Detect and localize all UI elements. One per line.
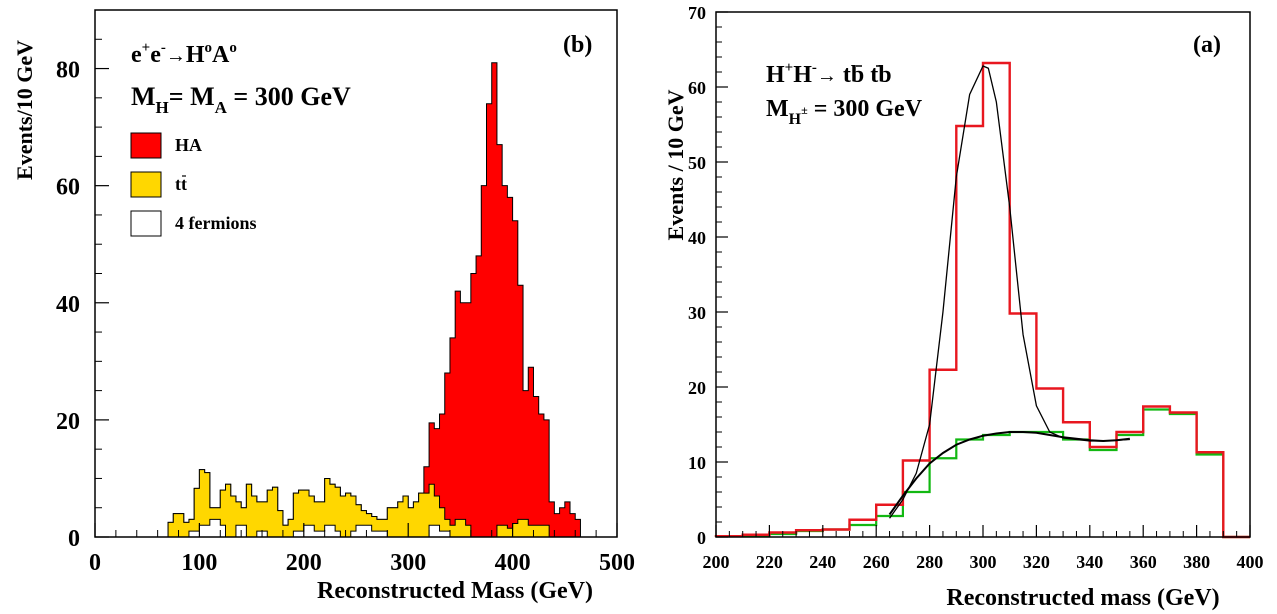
right-x-tick-label: 300 bbox=[970, 552, 997, 572]
right-y-tick-label: 50 bbox=[688, 153, 706, 173]
right-chart: 200 220 240 260 280 300 320 340 360 380 400 0 10 20 30… bbox=[663, 3, 1264, 611]
right-process-label: H+H-→ tb tb bbox=[766, 60, 892, 88]
right-x-tick-label: 200 bbox=[703, 552, 730, 572]
left-y-tick-label: 40 bbox=[56, 292, 80, 318]
fit-curve-background bbox=[888, 431, 1130, 516]
left-panel-label: (b) bbox=[563, 32, 592, 58]
histogram-ha bbox=[167, 62, 586, 538]
right-y-tick-label: 20 bbox=[688, 378, 706, 398]
right-x-tick-label: 320 bbox=[1023, 552, 1050, 572]
right-x-tick-label: 220 bbox=[756, 552, 783, 572]
right-y-tick-label: 40 bbox=[688, 228, 706, 248]
right-x-tick-label: 380 bbox=[1183, 552, 1210, 572]
right-y-axis-label: Events / 10 GeV bbox=[663, 89, 688, 240]
left-histograms bbox=[167, 62, 586, 538]
left-mass-label: MH= MA = 300 GeV bbox=[131, 82, 351, 117]
left-y-tick-label: 20 bbox=[56, 409, 80, 435]
histogram-tt bbox=[167, 469, 586, 538]
left-x-tick-label: 300 bbox=[390, 550, 426, 576]
legend-label-4-fermions: 4 fermions bbox=[175, 213, 256, 233]
right-x-tick-label: 260 bbox=[863, 552, 890, 572]
right-y-tick-label: 10 bbox=[688, 453, 706, 473]
right-y-tick-label: 70 bbox=[688, 3, 706, 23]
histogram-background bbox=[714, 408, 1250, 539]
right-x-tick-label: 340 bbox=[1076, 552, 1103, 572]
left-x-tick-label: 0 bbox=[89, 550, 101, 576]
right-x-axis-label: Reconstructed mass (GeV) bbox=[946, 585, 1219, 611]
right-y-tick-label: 0 bbox=[697, 528, 706, 548]
right-x-tick-label: 400 bbox=[1237, 552, 1264, 572]
left-legend: HA tt 4 fermions bbox=[130, 132, 256, 237]
right-y-tick-label: 60 bbox=[688, 78, 706, 98]
legend-label-ha: HA bbox=[175, 135, 202, 155]
legend-swatch-tt bbox=[130, 171, 162, 198]
legend-label-tt: tt bbox=[175, 174, 187, 194]
right-x-tick-label: 280 bbox=[916, 552, 943, 572]
left-process-label: e+e-→HoAo bbox=[131, 40, 237, 68]
left-y-tick-label: 0 bbox=[68, 526, 80, 552]
left-axis-ticks: 0 100 200 300 400 500 0 20 40 60 80 bbox=[56, 9, 635, 576]
left-x-tick-label: 100 bbox=[181, 550, 217, 576]
right-x-tick-label: 240 bbox=[809, 552, 836, 572]
right-x-tick-label: 360 bbox=[1130, 552, 1157, 572]
right-panel-label: (a) bbox=[1193, 32, 1221, 58]
legend-swatch-4-fermions bbox=[130, 210, 162, 237]
right-histograms bbox=[714, 61, 1250, 539]
right-y-tick-label: 30 bbox=[688, 303, 706, 323]
left-x-tick-label: 200 bbox=[286, 550, 322, 576]
histogram-signal bbox=[714, 61, 1250, 539]
right-mass-label: MH± = 300 GeV bbox=[766, 96, 923, 128]
left-x-axis-label: Reconstructed Mass (GeV) bbox=[317, 578, 593, 604]
left-y-tick-label: 60 bbox=[56, 175, 80, 201]
left-x-tick-label: 400 bbox=[495, 550, 531, 576]
left-x-tick-label: 500 bbox=[599, 550, 635, 576]
left-y-tick-label: 80 bbox=[56, 58, 80, 84]
left-chart: 0 100 200 300 400 500 0 20 40 60 80 HA tt 4 fermio… bbox=[12, 9, 635, 604]
left-y-axis-label: Events/10 GeV bbox=[12, 40, 37, 180]
right-axis-ticks: 200 220 240 260 280 300 320 340 360 380 400 0 10 20 30… bbox=[688, 3, 1264, 572]
legend-swatch-ha bbox=[130, 132, 162, 159]
